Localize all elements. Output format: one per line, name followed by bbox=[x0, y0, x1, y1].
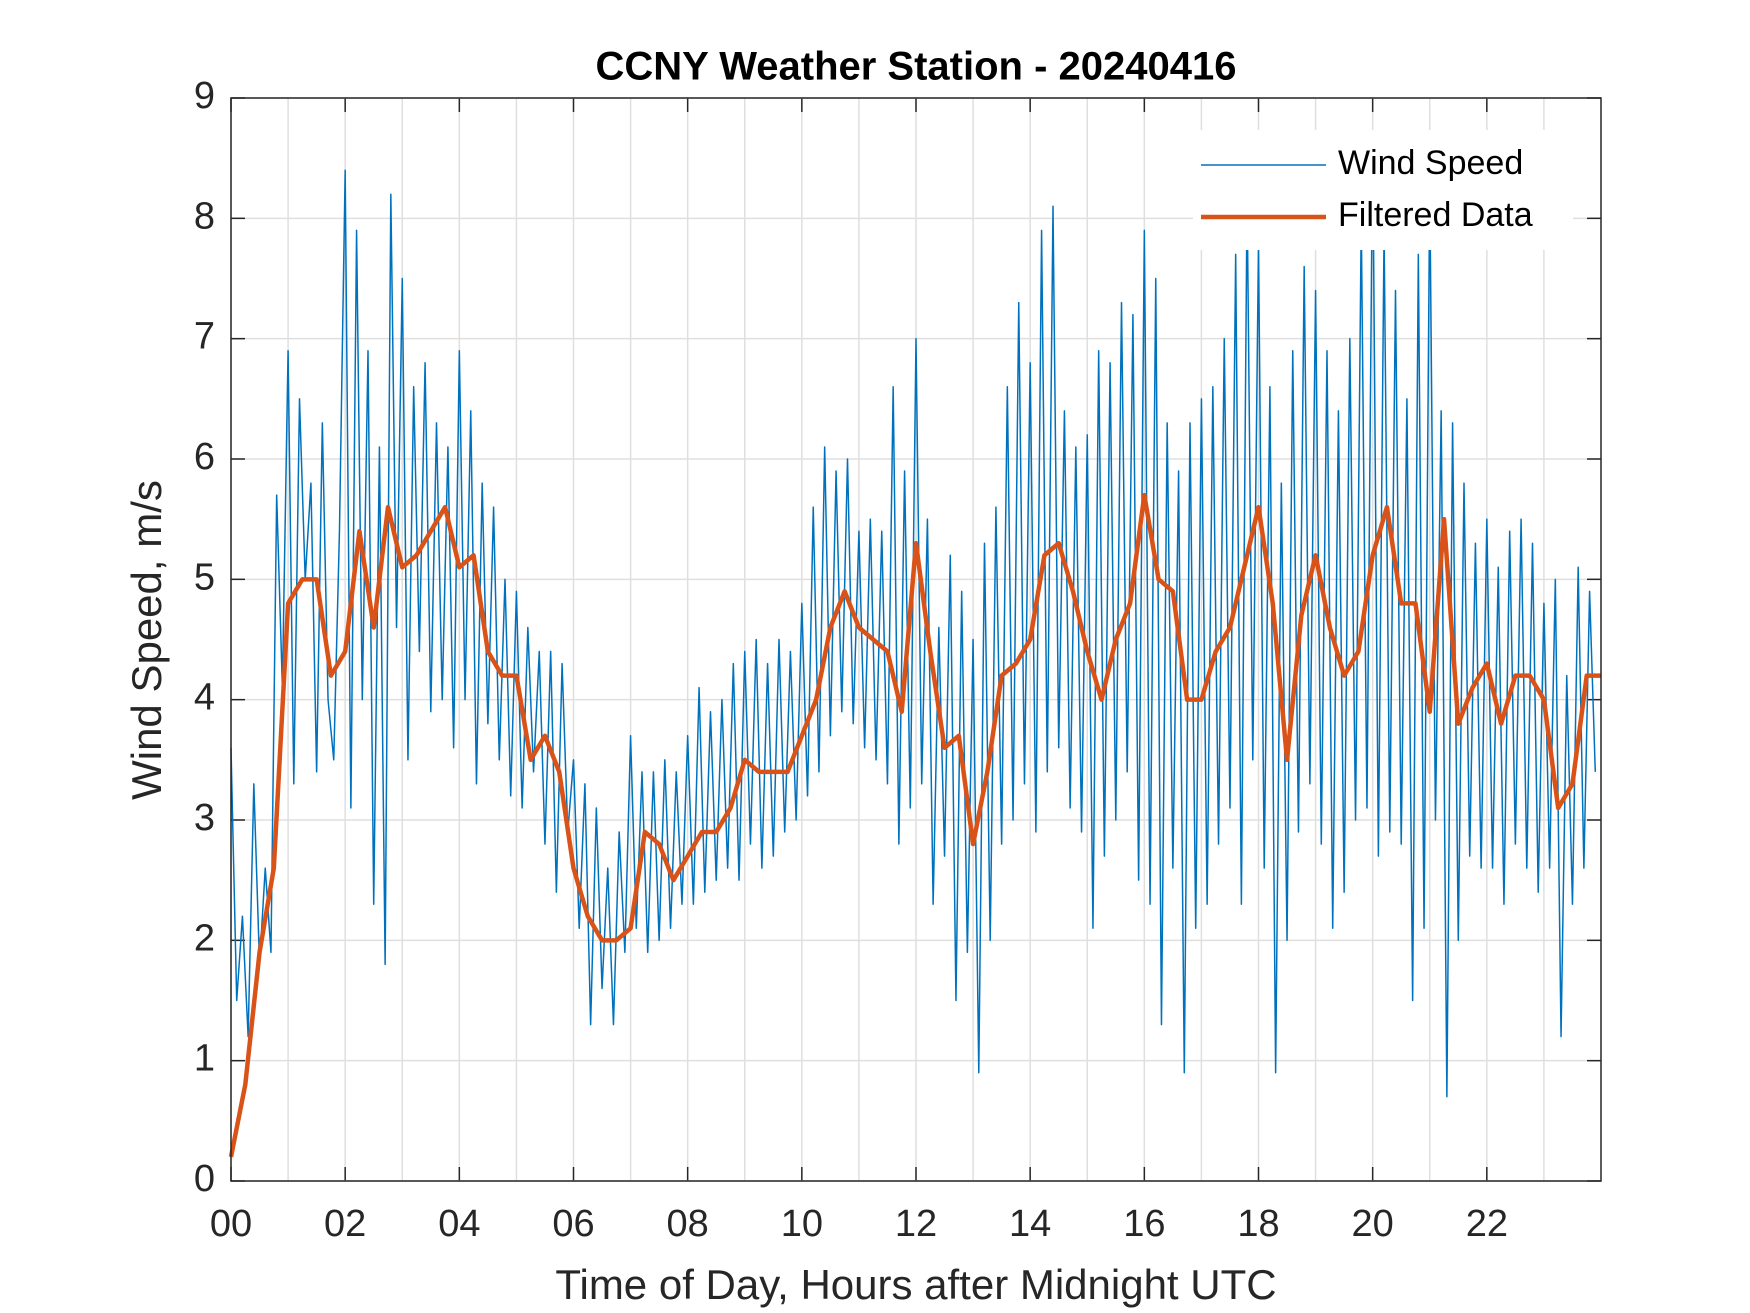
x-tick-label: 16 bbox=[1123, 1203, 1165, 1245]
x-tick-label: 08 bbox=[667, 1203, 709, 1245]
legend-box bbox=[1193, 130, 1573, 250]
axes-box bbox=[230, 97, 1602, 1182]
x-tick-label: 18 bbox=[1237, 1203, 1279, 1245]
x-tick-label: 04 bbox=[438, 1203, 480, 1245]
y-tick-label: 3 bbox=[194, 797, 215, 839]
legend-label: Filtered Data bbox=[1338, 196, 1533, 234]
x-tick-label: 12 bbox=[895, 1203, 937, 1245]
y-tick-label: 4 bbox=[194, 677, 215, 719]
data-line bbox=[228, 492, 1601, 1158]
y-tick-label: 6 bbox=[194, 436, 215, 478]
y-tick-label: 8 bbox=[194, 195, 215, 237]
x-axis-label: Time of Day, Hours after Midnight UTC bbox=[555, 1261, 1276, 1308]
x-tick-label: 00 bbox=[210, 1203, 252, 1245]
x-tick-label: 02 bbox=[324, 1203, 366, 1245]
x-tick-label: 06 bbox=[552, 1203, 594, 1245]
x-tick-label: 20 bbox=[1352, 1203, 1394, 1245]
x-tick-label: 14 bbox=[1009, 1203, 1051, 1245]
chart-title: CCNY Weather Station - 20240416 bbox=[596, 45, 1237, 89]
y-tick-label: 7 bbox=[194, 316, 215, 358]
legend-label: Wind Speed bbox=[1338, 144, 1523, 182]
x-tick-label: 10 bbox=[781, 1203, 823, 1245]
x-tick-label: 22 bbox=[1466, 1203, 1508, 1245]
y-tick-label: 0 bbox=[194, 1158, 215, 1200]
y-tick-label: 5 bbox=[194, 556, 215, 598]
y-tick-label: 9 bbox=[194, 75, 215, 117]
y-axis-label: Wind Speed, m/s bbox=[123, 480, 170, 800]
y-tick-label: 2 bbox=[194, 917, 215, 959]
y-tick-label: 1 bbox=[194, 1038, 215, 1080]
